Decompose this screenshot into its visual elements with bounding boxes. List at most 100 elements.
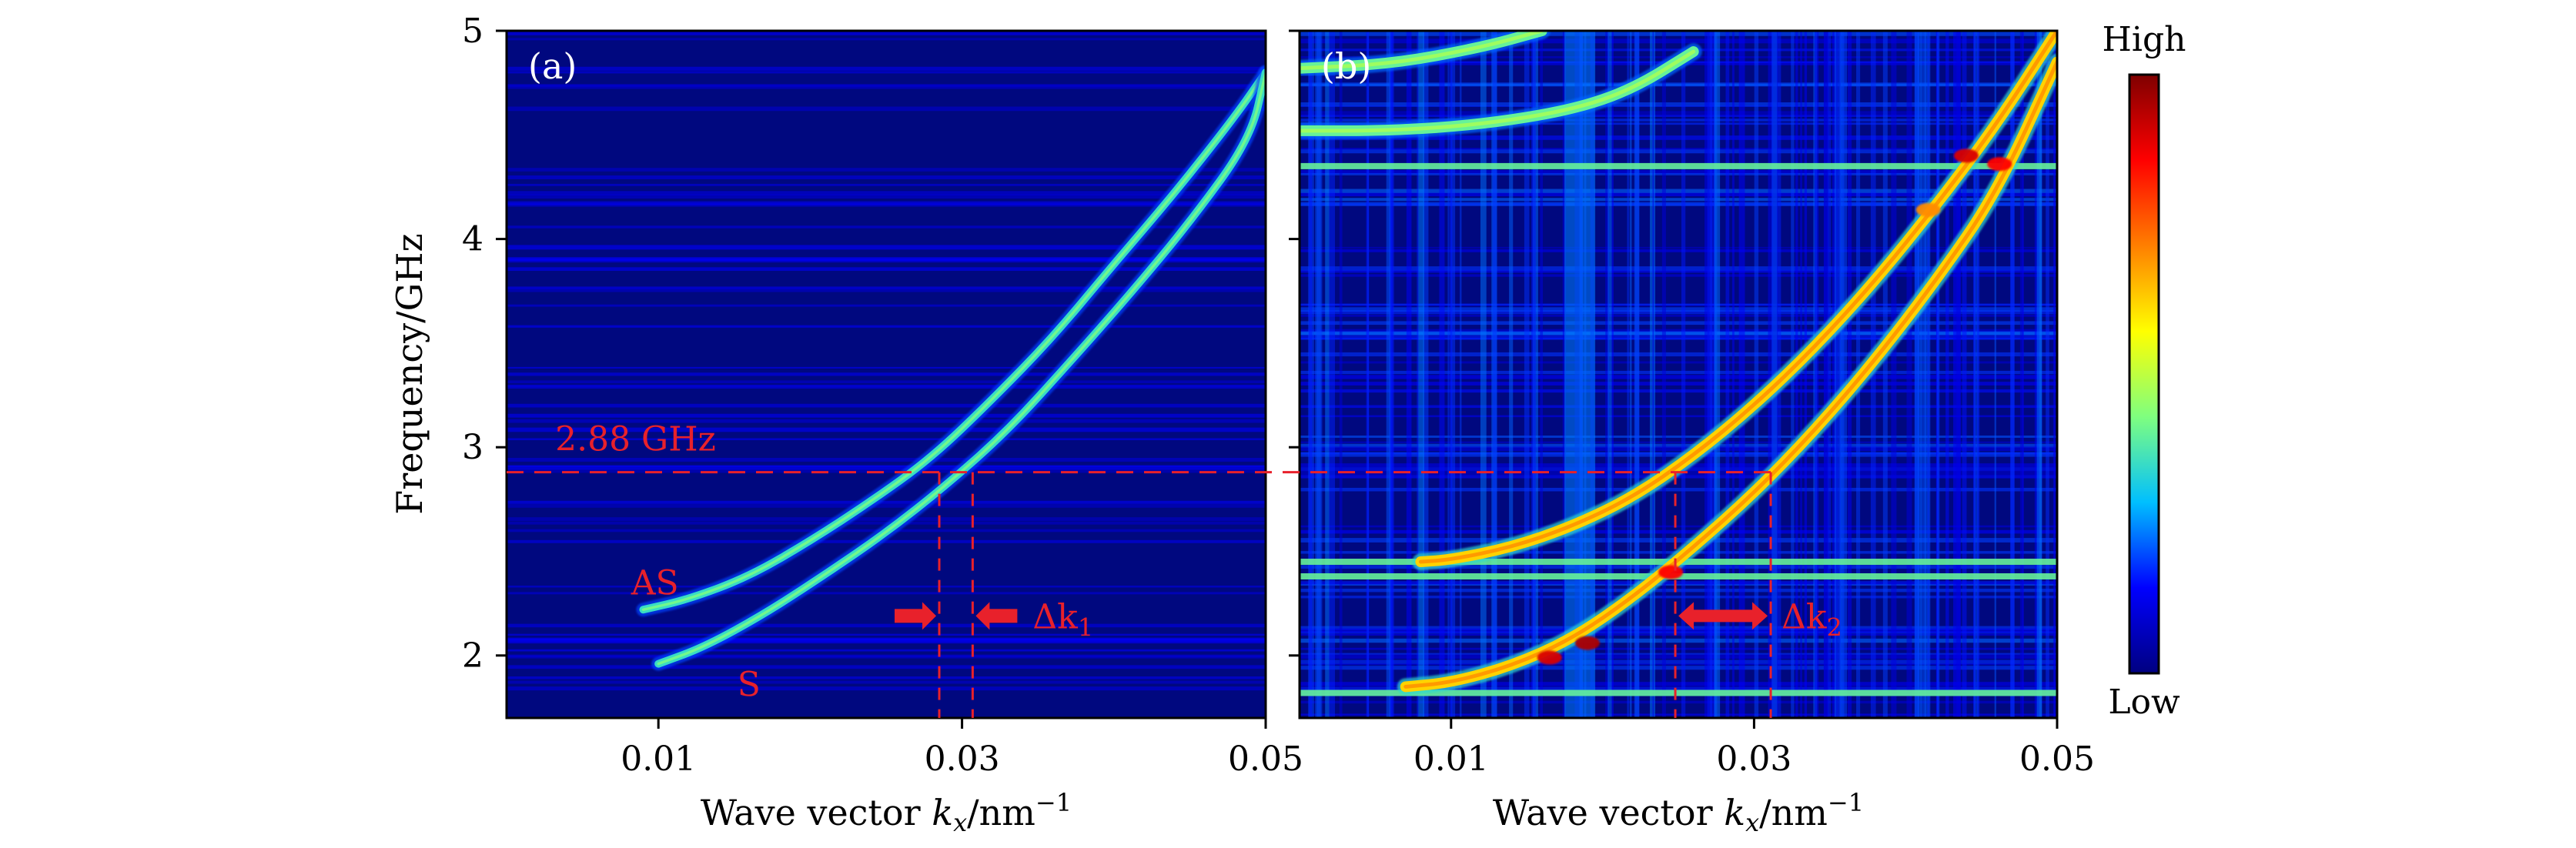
panel-b-noise-v [1627, 31, 1629, 718]
panel-b-noise-h [1300, 405, 2057, 409]
panel-b-noise-v [1754, 31, 1759, 718]
panel-a-noise-h [507, 500, 1266, 504]
panel-a-series-1-core [657, 71, 1266, 666]
panel-b-noise-v [2019, 31, 2023, 718]
panel-a-label: (a) [528, 45, 577, 87]
panel-b-noise-h [1300, 202, 2057, 206]
panel-a-x-tick-label: 0.01 [621, 739, 696, 779]
panel-b-series-3-core [1300, 31, 1544, 71]
panel-a-noise-h [507, 592, 1266, 595]
panel-a-noise-h [507, 372, 1266, 376]
panel-b-noise-h [1300, 487, 2057, 492]
panel-a-noise-h [507, 427, 1266, 432]
panel-a-xlabel-sub: x [953, 808, 967, 837]
panel-b-ticks: 0.01 0.03 0.05 [1289, 29, 2095, 779]
panel-b-noise-h [1300, 307, 2057, 312]
panel-b-noise-v [1705, 31, 1710, 718]
panel-a-x-tick-label: 0.05 [1228, 739, 1303, 779]
panel-b-noise-h [1300, 589, 2057, 593]
panel-b-hot-spot-5 [1915, 202, 1941, 217]
panel-b-noise-h [1300, 198, 2057, 202]
panel-a-noise-h [507, 245, 1266, 250]
panel-a-noise-h [507, 676, 1266, 679]
panel-b-noise-v [1738, 31, 1745, 718]
panel-b-noise-v [2053, 31, 2057, 718]
panel-b-noise-h [1300, 329, 2057, 332]
panel-b: (b) 0.01 0.03 0.05 [1289, 29, 2095, 779]
panel-a-delta-k-sub: 1 [1078, 613, 1093, 642]
panel-b-noise-h [1300, 274, 2057, 277]
panel-b-noise-v [1629, 31, 1632, 718]
panel-b-noise-h [1300, 443, 2057, 448]
panel-b-delta-k-sub: 2 [1826, 613, 1842, 642]
panel-a-noise-h [507, 201, 1266, 205]
panel-b-noise-v [1449, 31, 1453, 718]
panel-b-noise-h [1300, 683, 2057, 687]
panel-b-noise-h [1300, 102, 2057, 107]
panel-b-noise-h [1300, 246, 2057, 249]
panel-b-noise-h [1300, 135, 2057, 140]
panel-b-noise-h [1300, 663, 2057, 666]
panel-b-hot-spot-2 [1658, 565, 1684, 579]
panel-b-noise-h [1300, 638, 2057, 643]
panel-a-noise-h [507, 649, 1266, 652]
panel-b-noise-h [1300, 335, 2057, 340]
panel-b-noise-v [1804, 31, 1808, 718]
panel-a-noise-h [507, 419, 1266, 423]
panel-b-noise-v [1339, 31, 1343, 718]
panel-b-noise-v [2022, 31, 2024, 718]
panel-b-delta-k-label: Δk2 [1781, 597, 1842, 642]
panel-b-noise-h [1300, 647, 2057, 650]
panel-b-curves [1300, 31, 2057, 696]
panel-b-noise-h [1300, 666, 2057, 670]
panel-a-frame [505, 29, 1267, 719]
panel-b-noise-v [1607, 31, 1612, 718]
panel-a-delta-k-symbol: Δk [1032, 597, 1078, 636]
panel-a-noise-h [507, 665, 1266, 669]
panel-a-noise-h [507, 438, 1266, 441]
panel-b-noise-h [1300, 525, 2057, 528]
panel-a-xlabel-symbol: k [932, 792, 953, 833]
panel-a-noise-h [507, 366, 1266, 369]
panel-b-noise-v [1417, 31, 1419, 718]
panel-b-noise-v [1914, 31, 1919, 718]
panel-a-noise-h [507, 325, 1266, 328]
panel-a-noise-h [507, 191, 1266, 195]
panel-b-noise-v [1611, 31, 1614, 718]
panel-b-series-1-core [1403, 60, 2057, 689]
panel-a-noise-h [507, 380, 1266, 384]
panel-b-noise-v [1906, 31, 1912, 718]
panel-b-noise-h [1300, 269, 2057, 273]
panel-b-noise-v [1917, 31, 1922, 718]
panel-b-noise-h [1300, 119, 2057, 122]
panel-b-noise-h [1300, 583, 2057, 586]
panel-b-noise-v [1480, 31, 1487, 718]
panel-a-noise-h [507, 654, 1266, 659]
panel-b-noise-h [1300, 303, 2057, 305]
panel-b-noise-v [1994, 31, 1996, 718]
panel-a-ticks: 0.01 0.03 0.05 2 3 4 5 [462, 12, 1303, 779]
panel-a-noise-h [507, 386, 1266, 389]
panel-b-noise-v [1823, 31, 1828, 718]
panel-b-noise-h [1300, 596, 2057, 599]
panel-b-noise-v [1325, 31, 1330, 718]
panel-b-noise-v [1973, 31, 1979, 718]
panel-a-noise-h [507, 175, 1266, 179]
panel-b-noise-v [1386, 31, 1391, 718]
series-label-as: AS [631, 564, 679, 603]
panel-b-noise-h [1300, 172, 2057, 175]
panel-b-frame [1298, 29, 2059, 719]
panel-b-noise-v [1439, 31, 1445, 718]
panel-b-noise-v [1840, 31, 1845, 718]
panel-b-noise-h [1300, 633, 2057, 636]
panel-b-noise-v [1920, 31, 1926, 718]
panel-b-noise-v [1936, 31, 1940, 718]
panel-b-noise-v [1681, 31, 1686, 718]
panel-b-noise-v [1977, 31, 1980, 718]
panel-b-noise-h [1300, 192, 2057, 197]
panel-a-noise-h [507, 84, 1266, 89]
panel-b-noise-h [1300, 310, 2057, 315]
panel-b-noise-v [1634, 31, 1640, 718]
panel-b-noise-h [1300, 653, 2057, 655]
